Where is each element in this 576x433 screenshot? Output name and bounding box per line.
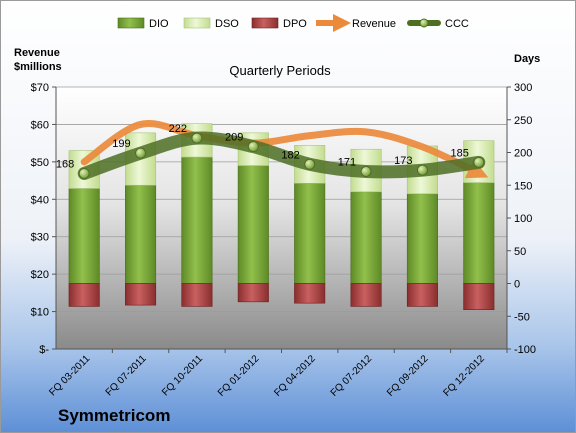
bar-dpo xyxy=(181,283,213,307)
legend-swatch xyxy=(251,17,279,29)
left-tick-label: $30 xyxy=(31,232,49,244)
legend-swatch-dot xyxy=(419,18,429,28)
bar-dio xyxy=(350,191,382,284)
right-tick-label: 300 xyxy=(514,82,532,94)
chart-title: Quarterly Periods xyxy=(229,63,331,78)
ccc-point xyxy=(191,132,203,144)
right-tick-label: -50 xyxy=(514,311,530,323)
right-tick-label: 150 xyxy=(514,180,532,192)
plot-area xyxy=(56,87,507,349)
right-tick-label: -100 xyxy=(514,344,536,356)
ccc-data-label: 222 xyxy=(169,123,187,135)
bar-dio xyxy=(237,165,269,284)
left-tick-label: $10 xyxy=(31,307,49,319)
right-tick-label: 0 xyxy=(514,279,520,291)
bar-dio xyxy=(294,182,326,284)
ccc-point xyxy=(416,164,428,176)
ccc-data-label: 209 xyxy=(225,132,243,144)
bar-dio xyxy=(181,156,213,284)
bar-dio xyxy=(125,184,157,284)
ccc-data-label: 185 xyxy=(450,147,468,159)
legend-swatch xyxy=(183,17,211,29)
bar-dpo xyxy=(294,283,326,304)
right-tick-label: 50 xyxy=(514,246,526,258)
ccc-point xyxy=(135,147,147,159)
ccc-data-label: 182 xyxy=(281,149,299,161)
bar-dio xyxy=(68,188,100,284)
left-tick-label: $20 xyxy=(31,269,49,281)
revenue-line xyxy=(80,120,489,179)
ccc-data-label: 173 xyxy=(394,155,412,167)
legend-item: CCC xyxy=(407,18,469,30)
bar-dpo xyxy=(237,283,269,303)
right-tick-label: 100 xyxy=(514,213,532,225)
company-name: Symmetricom xyxy=(58,406,170,425)
left-axis-label-line2: $millions xyxy=(14,61,62,73)
legend-item: Revenue xyxy=(316,14,396,32)
ccc-data-label: 199 xyxy=(112,138,130,150)
bar-dpo xyxy=(350,283,382,307)
legend-label: DPO xyxy=(283,18,307,30)
left-tick-label: $- xyxy=(39,344,49,356)
ccc-data-label: 171 xyxy=(338,156,356,168)
left-tick-label: $70 xyxy=(31,82,49,94)
bar-dpo xyxy=(68,283,100,307)
ccc-point xyxy=(360,165,372,177)
legend-label: CCC xyxy=(445,18,469,30)
legend-item: DSO xyxy=(183,17,239,30)
ccc-point xyxy=(304,158,316,170)
legend-label: DSO xyxy=(215,18,239,30)
ccc-data-label: 168 xyxy=(56,158,74,170)
ccc-point xyxy=(473,156,485,168)
legend-label: DIO xyxy=(149,18,169,30)
right-axis-label: Days xyxy=(514,53,540,65)
right-tick-label: 250 xyxy=(514,115,532,127)
ccc-point xyxy=(78,167,90,179)
bar-dio xyxy=(406,193,438,284)
left-tick-label: $50 xyxy=(31,157,49,169)
bar-dio xyxy=(463,182,495,284)
bar-dpo xyxy=(463,283,495,311)
left-axis-label-line1: Revenue xyxy=(14,47,60,59)
bar-dpo xyxy=(125,283,157,306)
legend-item: DPO xyxy=(251,17,307,30)
legend-item: DIO xyxy=(117,17,169,30)
left-tick-label: $60 xyxy=(31,119,49,131)
right-tick-label: 200 xyxy=(514,148,532,160)
legend-label: Revenue xyxy=(352,18,396,30)
ccc-point xyxy=(247,141,259,153)
legend-swatch xyxy=(117,17,145,29)
bar-dpo xyxy=(406,283,438,307)
left-tick-label: $40 xyxy=(31,194,49,206)
